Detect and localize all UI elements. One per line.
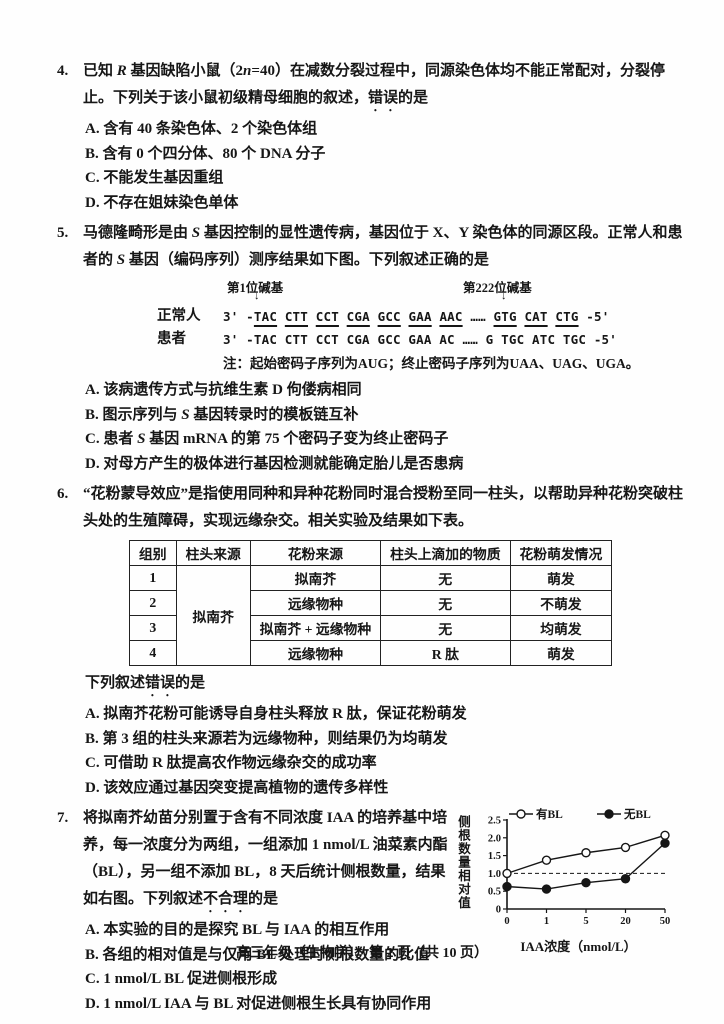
question-5-stem: 马德隆畸形是由 S 基因控制的显性遗传病，基因位于 X、Y 染色体的同源区段。正… xyxy=(83,225,683,268)
question-6-option-b: B. 第 3 组的柱头来源若为远缘物种，则结果仍为均萌发 xyxy=(85,730,448,747)
question-6-options: A. 拟南芥花粉可能诱导自身柱头释放 R 肽，保证花粉萌发 B. 第 3 组的柱… xyxy=(85,702,684,800)
question-7-options: A. 本实验的目的是探究 BL 与 IAA 的相互作用 B. 各组的相对值是与仅… xyxy=(85,918,684,1016)
svg-text:2.0: 2.0 xyxy=(488,833,501,844)
svg-text:2.5: 2.5 xyxy=(488,816,501,827)
base-1-label: 第1位碱基 xyxy=(227,281,284,295)
cell-group: 1 xyxy=(129,565,177,591)
header-group: 组别 xyxy=(129,540,177,566)
down-arrow-icon: ↓ xyxy=(501,290,507,302)
pollen-experiment-table: 组别 柱头来源 花粉来源 柱头上滴加的物质 花粉萌发情况 1 拟南芥 拟南芥 无… xyxy=(129,540,613,666)
cell-pollen: 拟南芥 xyxy=(249,565,382,591)
table-row: 4 远缘物种 R 肽 萌发 xyxy=(129,640,613,666)
cell-substance: 无 xyxy=(380,590,511,616)
question-5-option-c: C. 患者 S 基因 mRNA 的第 75 个密码子变为终止密码子 xyxy=(85,431,449,447)
table-row: 1 拟南芥 拟南芥 无 萌发 xyxy=(129,565,613,666)
question-4: 4. 已知 R 基因缺陷小鼠（2n=40）在减数分裂过程中，同源染色体均不能正常… xyxy=(57,58,684,215)
chart-y-axis-label: 侧根数量相对值 xyxy=(456,815,470,910)
question-4-option-c: C. 不能发生基因重组 xyxy=(85,170,224,186)
chart-plot: 0 0.5 1.0 1.5 2.0 2.5 0 1 5 20 50 有BL 无BL xyxy=(488,807,671,927)
normal-person-label: 正常人 xyxy=(157,308,201,324)
svg-text:0: 0 xyxy=(504,916,509,927)
question-7-stem: 将拟南芥幼苗分别置于含有不同浓度 IAA 的培养基中培养，每一浓度分为两组，一组… xyxy=(83,810,448,907)
normal-sequence-row: 正常人 3' -TAC CTT CCT CGA GCC GAA AAC …… G… xyxy=(157,305,617,328)
question-5-option-d: D. 对母方产生的极体进行基因检测就能确定胎儿是否患病 xyxy=(85,455,464,472)
question-4-option-d: D. 不存在姐妹染色单体 xyxy=(85,194,239,211)
codon-note: 注：起始密码子序列为AUG；终止密码子序列为UAA、UAG、UGA。 xyxy=(223,356,640,371)
question-7: 侧根数量相对值 0 0.5 1.0 1.5 2.0 2.5 0 1 5 20 50 有BL 无BL IA… xyxy=(57,805,684,1021)
header-pollen: 花粉来源 xyxy=(249,540,382,566)
question-7-option-a: A. 本实验的目的是探究 BL 与 IAA 的相互作用 xyxy=(85,922,390,938)
q7-lateral-root-chart: 侧根数量相对值 0 0.5 1.0 1.5 2.0 2.5 0 1 5 20 50 有BL 无BL IA… xyxy=(454,807,684,955)
question-6-stem: “花粉蒙导效应”是指使用同种和异种花粉同时混合授粉至同一柱头，以帮助异种花粉突破… xyxy=(83,486,684,529)
question-6-number: 6. xyxy=(57,486,69,502)
chart-x-axis-label: IAA浓度（nmol/L） xyxy=(520,939,637,954)
svg-text:1.0: 1.0 xyxy=(488,869,501,880)
svg-text:1.5: 1.5 xyxy=(488,851,501,862)
question-5-number: 5. xyxy=(57,225,69,241)
svg-text:无BL: 无BL xyxy=(623,808,651,821)
table-row: 2 远缘物种 无 不萌发 xyxy=(129,590,613,616)
cell-group: 2 xyxy=(129,590,177,616)
header-stigma: 柱头来源 xyxy=(175,540,251,566)
cell-result: 不萌发 xyxy=(509,590,613,616)
cell-result: 均萌发 xyxy=(509,615,613,641)
question-4-number: 4. xyxy=(57,63,69,79)
svg-text:1: 1 xyxy=(544,916,549,927)
table-row: 3 拟南芥 + 远缘物种 无 均萌发 xyxy=(129,615,613,641)
question-5: 5. 马德隆畸形是由 S 基因控制的显性遗传病，基因位于 X、Y 染色体的同源区… xyxy=(57,220,684,476)
question-5-options: A. 该病遗传方式与抗维生素 D 佝偻病相同 B. 图示序列与 S 基因转录时的… xyxy=(85,378,684,476)
cell-group: 4 xyxy=(129,640,177,666)
cell-result: 萌发 xyxy=(509,640,613,666)
patient-sequence: 3' -TAC CTT CCT CGA GCC GAA AC …… G TGC … xyxy=(223,332,618,347)
table-header-row: 组别 柱头来源 花粉来源 柱头上滴加的物质 花粉萌发情况 xyxy=(129,540,613,566)
svg-text:0: 0 xyxy=(496,905,501,916)
cell-pollen: 远缘物种 xyxy=(249,590,382,616)
question-7-number: 7. xyxy=(57,810,69,826)
question-6-option-d: D. 该效应通过基因突变提高植物的遗传多样性 xyxy=(85,779,389,796)
cell-pollen: 拟南芥 + 远缘物种 xyxy=(249,615,382,641)
question-7-option-c: C. 1 nmol/L BL 促进侧根形成 xyxy=(85,971,278,987)
cell-group: 3 xyxy=(129,615,177,641)
cell-substance: 无 xyxy=(380,565,511,591)
cell-stigma-merged: 拟南芥 xyxy=(175,565,251,666)
question-4-option-b: B. 含有 0 个四分体、80 个 DNA 分子 xyxy=(85,145,326,162)
question-5-option-b: B. 图示序列与 S 基因转录时的模板链互补 xyxy=(85,406,359,423)
question-4-stem: 已知 R 基因缺陷小鼠（2n=40）在减数分裂过程中，同源染色体均不能正常配对，… xyxy=(83,63,665,106)
svg-text:有BL: 有BL xyxy=(536,807,563,821)
cell-result: 萌发 xyxy=(509,565,613,591)
header-substance: 柱头上滴加的物质 xyxy=(380,540,511,566)
svg-text:50: 50 xyxy=(660,916,671,927)
normal-sequence: 3' -TAC CTT CCT CGA GCC GAA AAC …… GTG C… xyxy=(223,309,610,324)
question-7-option-b: B. 各组的相对值是与仅用 BL 处理时侧根数量的比值 xyxy=(85,946,430,963)
svg-text:0.5: 0.5 xyxy=(488,887,501,898)
gene-sequence-figure: 第1位碱基 ↓ 第222位碱基 ↓ 正常人 3' -TAC CTT CCT CG… xyxy=(157,277,684,353)
question-7-option-d: D. 1 nmol/L IAA 与 BL 对促进侧根生长具有协同作用 xyxy=(85,995,432,1012)
question-6-leadin: 下列叙述错误的是 xyxy=(85,675,206,691)
svg-text:20: 20 xyxy=(620,916,631,927)
base-222-label: 第222位碱基 xyxy=(463,281,532,295)
question-4-option-a: A. 含有 40 条染色体、2 个染色体组 xyxy=(85,121,318,137)
patient-label: 患者 xyxy=(157,331,186,347)
down-arrow-icon: ↓ xyxy=(254,290,260,302)
question-6: 6. “花粉蒙导效应”是指使用同种和异种花粉同时混合授粉至同一柱头，以帮助异种花… xyxy=(57,481,684,800)
patient-sequence-row: 患者 3' -TAC CTT CCT CGA GCC GAA AC …… G T… xyxy=(157,328,617,351)
svg-text:5: 5 xyxy=(583,916,588,927)
page-footer: 高三年级（生物学） 第 2 页（共 10 页） xyxy=(236,946,488,961)
cell-pollen: 远缘物种 xyxy=(249,640,382,666)
question-4-options: A. 含有 40 条染色体、2 个染色体组 B. 含有 0 个四分体、80 个 … xyxy=(85,117,684,215)
question-6-option-c: C. 可借助 R 肽提高农作物远缘杂交的成功率 xyxy=(85,755,377,771)
cell-substance: R 肽 xyxy=(380,640,511,666)
header-result: 花粉萌发情况 xyxy=(509,540,613,566)
question-6-option-a: A. 拟南芥花粉可能诱导自身柱头释放 R 肽，保证花粉萌发 xyxy=(85,706,467,722)
question-5-option-a: A. 该病遗传方式与抗维生素 D 佝偻病相同 xyxy=(85,382,362,398)
cell-substance: 无 xyxy=(380,615,511,641)
